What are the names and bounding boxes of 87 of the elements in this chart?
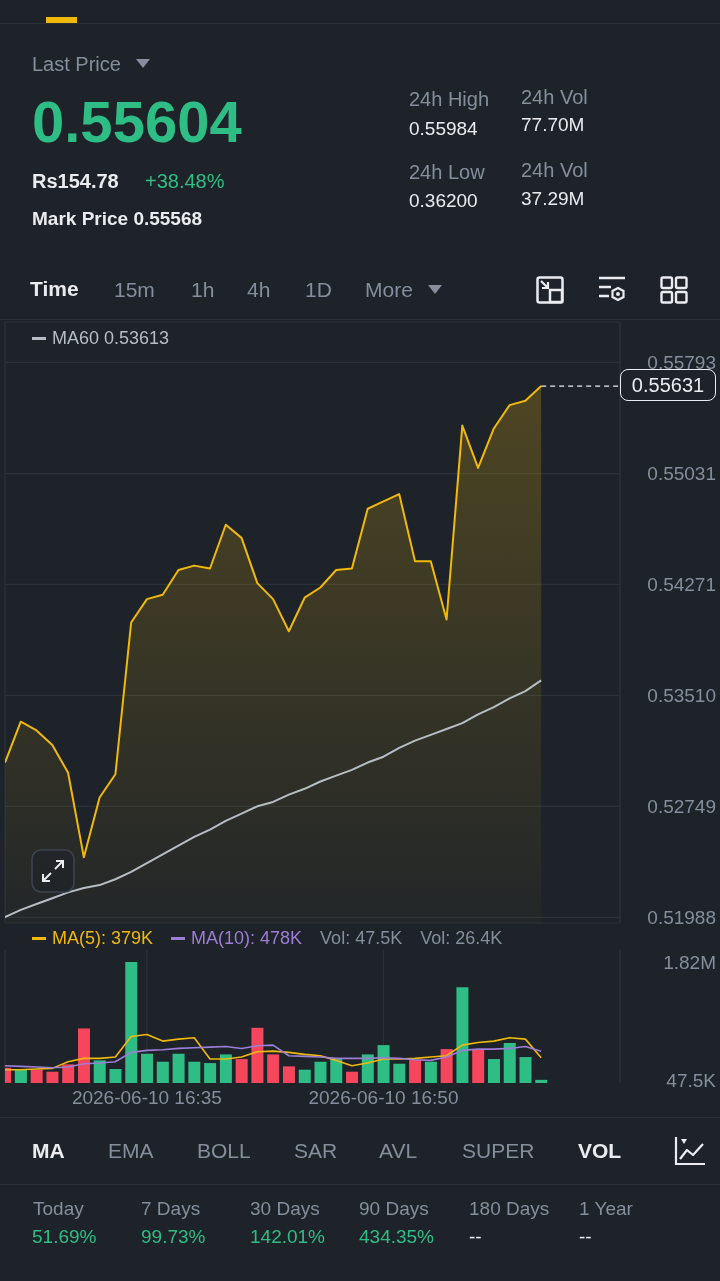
text: --	[579, 1225, 592, 1249]
text: 37.29M	[521, 187, 585, 211]
y-tick-label: 0.55031	[647, 463, 716, 485]
text: 99.73%	[141, 1225, 206, 1249]
text: EMA	[108, 1138, 154, 1164]
text: 0.55604	[32, 88, 242, 157]
text: 0.55984	[409, 117, 478, 141]
legend-label: MA60 0.53613	[51, 328, 170, 349]
text: BOLL	[197, 1138, 251, 1164]
text: 51.69%	[32, 1225, 97, 1249]
text: 434.35%	[359, 1225, 435, 1249]
x-tick-label: 2026-06-10 16:35	[71, 1087, 222, 1109]
y-tick-label: 1.82M	[663, 951, 716, 973]
y-tick-label: 0.51988	[647, 907, 716, 929]
bar	[314, 1061, 327, 1083]
line-series	[5, 1044, 542, 1069]
text: 7 Days	[141, 1197, 201, 1221]
y-tick-label: 0.53510	[647, 685, 716, 707]
bar	[125, 961, 138, 1083]
bar	[393, 1063, 406, 1083]
text: --	[469, 1225, 482, 1249]
x-tick-label: 2026-06-10 16:50	[308, 1087, 459, 1109]
legend-label: MA(10): 478K	[190, 928, 303, 949]
bar	[346, 1071, 359, 1083]
text: 24h Vol	[521, 85, 588, 109]
bar	[251, 1027, 264, 1083]
text: 1 Year	[579, 1197, 633, 1221]
bar	[235, 1059, 248, 1083]
text: 15m	[114, 277, 155, 303]
bar	[503, 1043, 516, 1083]
text: Rs154.78	[32, 169, 119, 193]
bar	[409, 1059, 422, 1083]
text: +38.48%	[145, 169, 225, 193]
bar	[219, 1054, 232, 1083]
bar	[519, 1057, 532, 1083]
bar	[282, 1066, 295, 1083]
text: 1h	[191, 277, 215, 303]
text: AVL	[379, 1138, 418, 1164]
bar	[377, 1045, 390, 1083]
bar	[188, 1061, 201, 1083]
ref-line-label: 0.55631	[631, 373, 705, 396]
text: VOL	[578, 1138, 622, 1164]
y-tick-label: 47.5K	[666, 1069, 717, 1091]
text: SAR	[294, 1138, 338, 1164]
text: SUPER	[462, 1138, 535, 1164]
bar	[156, 1061, 169, 1083]
bar	[30, 1069, 43, 1083]
text: 24h Vol	[521, 158, 588, 182]
text: Vol: 47.5K	[320, 928, 403, 949]
text: 1D	[305, 277, 332, 303]
text: Time	[30, 276, 79, 302]
line-series	[5, 679, 543, 919]
text: 90 Days	[359, 1197, 429, 1221]
bar	[267, 1054, 280, 1083]
text: 24h Low	[409, 160, 485, 184]
bar	[472, 1049, 485, 1083]
legend-label: MA(5): 379K	[51, 928, 154, 949]
bar	[109, 1069, 122, 1083]
bar	[77, 1028, 90, 1083]
text: Mark Price 0.55568	[32, 207, 203, 231]
y-tick-label: 0.54271	[647, 574, 716, 596]
bar	[298, 1069, 311, 1083]
bar	[535, 1079, 548, 1083]
bar	[141, 1053, 154, 1083]
text: 30 Days	[250, 1197, 320, 1221]
text: MA	[32, 1138, 65, 1164]
bar	[456, 987, 469, 1083]
bar	[487, 1059, 500, 1083]
text: More	[365, 277, 413, 303]
line-series	[5, 1033, 542, 1071]
text: 0.36200	[409, 189, 478, 213]
text: Last Price	[32, 52, 121, 76]
text: Vol: 26.4K	[420, 928, 503, 949]
bar	[424, 1061, 437, 1083]
text: Today	[33, 1197, 84, 1221]
text: 180 Days	[469, 1197, 550, 1221]
bar	[93, 1060, 106, 1083]
text: 4h	[247, 277, 271, 303]
bar	[46, 1071, 59, 1083]
y-tick-label: 0.52749	[647, 796, 716, 818]
bar	[330, 1059, 343, 1083]
text: 142.01%	[250, 1225, 326, 1249]
text: 24h High	[409, 87, 490, 111]
text: 77.70M	[521, 113, 585, 137]
bar	[204, 1063, 217, 1083]
y-tick-label: 0.55793	[647, 352, 716, 374]
bar	[172, 1053, 185, 1083]
